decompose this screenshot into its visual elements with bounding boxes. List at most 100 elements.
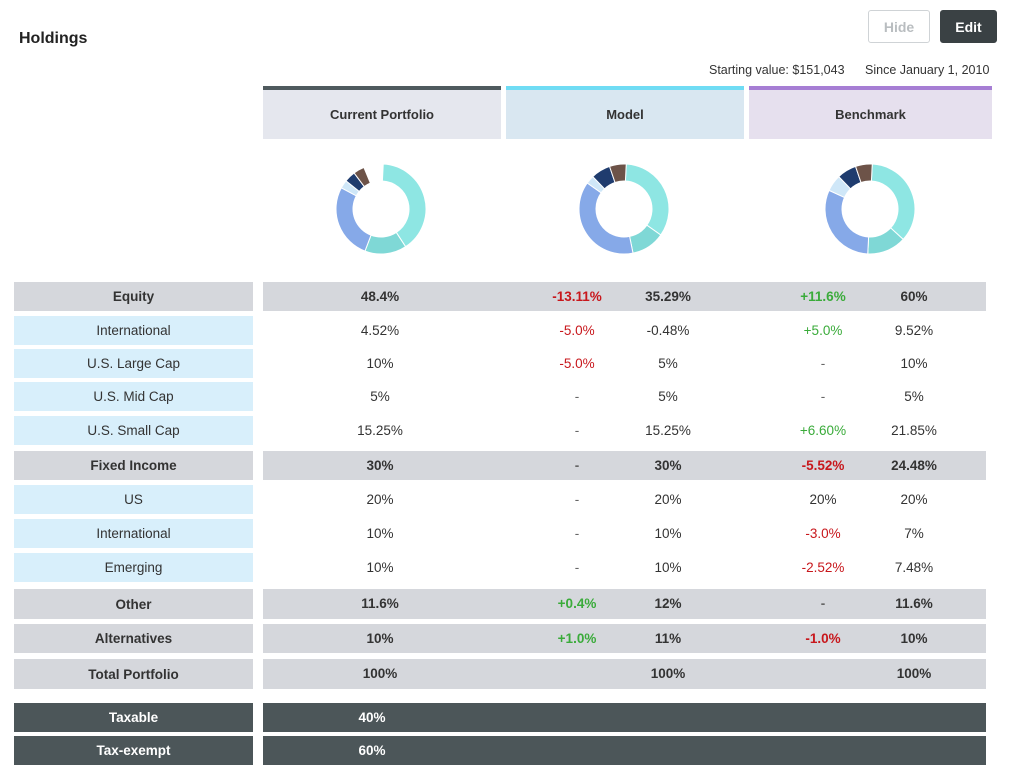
cell-model-diff: -5.0% <box>559 322 595 338</box>
table-row: Other 11.6% +0.4% 12% - 11.6% <box>0 589 1009 619</box>
cell-bench-diff: -2.52% <box>801 559 845 575</box>
cell-model: 5% <box>658 388 678 404</box>
edit-button[interactable]: Edit <box>940 10 997 43</box>
table-row: International 4.52% -5.0% -0.48% +5.0% 9.52% <box>0 316 1009 345</box>
cell-model-diff: - <box>574 388 580 404</box>
cell-model-diff: -5.0% <box>559 355 595 371</box>
donut-slice <box>870 163 916 241</box>
donut-svg <box>824 163 916 255</box>
cell-model: 20% <box>654 491 682 507</box>
row-label: International <box>14 519 253 548</box>
cell-bench: 9.52% <box>894 322 934 338</box>
cell-current: 20% <box>366 491 394 507</box>
cell-model: 15.25% <box>645 422 691 438</box>
row-band <box>263 624 986 653</box>
cell-bench-diff: +6.60% <box>799 422 847 438</box>
donut-slice <box>335 187 372 252</box>
cell-bench: 7% <box>904 525 924 541</box>
row-label: International <box>14 316 253 345</box>
row-label: Tax-exempt <box>14 736 253 765</box>
donut-slice <box>608 163 627 184</box>
cell-model: 5% <box>658 355 678 371</box>
starting-value: Starting value: $151,043 <box>709 63 845 77</box>
hide-button[interactable]: Hide <box>868 10 930 43</box>
cell-current: 10% <box>366 525 394 541</box>
table-row: International 10% - 10% -3.0% 7% <box>0 519 1009 548</box>
row-label: Other <box>14 589 253 619</box>
cell-bench-diff: 20% <box>809 491 837 507</box>
cell-current: 40% <box>358 709 386 725</box>
cell-bench-diff: - <box>820 355 826 371</box>
donut-slice <box>578 182 634 255</box>
table-row: Taxable 40% <box>0 703 1009 732</box>
cell-current: 30% <box>366 457 394 473</box>
donut-slice <box>624 163 670 236</box>
cell-model: 35.29% <box>645 288 691 304</box>
donut-slice <box>854 163 873 184</box>
cell-model-diff: - <box>574 491 580 507</box>
cell-current: 10% <box>366 630 394 646</box>
cell-bench-diff: +11.6% <box>800 288 846 304</box>
table-row: U.S. Large Cap 10% -5.0% 5% - 10% <box>0 349 1009 378</box>
cell-model-diff: +1.0% <box>557 630 597 646</box>
cell-bench-diff: - <box>820 388 826 404</box>
table-row: Tax-exempt 60% <box>0 736 1009 765</box>
cell-bench-diff: +5.0% <box>803 322 843 338</box>
cell-model: 11% <box>654 630 682 646</box>
donut-slice <box>824 189 870 255</box>
cell-bench: 100% <box>896 666 932 681</box>
row-label: Emerging <box>14 553 253 582</box>
cell-current: 60% <box>358 742 386 758</box>
page-title: Holdings <box>19 30 88 47</box>
table-row: Fixed Income 30% - 30% -5.52% 24.48% <box>0 451 1009 480</box>
row-band <box>263 282 986 311</box>
donut-svg <box>335 163 427 255</box>
table-row: Total Portfolio 100% 100% 100% <box>0 659 1009 689</box>
cell-current: 5% <box>370 388 390 404</box>
row-band <box>263 703 986 732</box>
cell-bench: 24.48% <box>891 457 937 473</box>
cell-current: 4.52% <box>360 322 400 338</box>
cell-current: 10% <box>366 559 394 575</box>
row-label: U.S. Mid Cap <box>14 382 253 411</box>
table-row: U.S. Small Cap 15.25% - 15.25% +6.60% 21.85% <box>0 416 1009 445</box>
row-label: U.S. Small Cap <box>14 416 253 445</box>
cell-bench-diff: -1.0% <box>805 630 841 646</box>
column-header-model: Model <box>506 86 744 139</box>
row-band <box>263 451 986 480</box>
cell-bench-diff: - <box>820 596 826 611</box>
table-row: US 20% - 20% 20% 20% <box>0 485 1009 514</box>
row-band <box>263 589 986 619</box>
cell-bench: 60% <box>900 288 928 304</box>
cell-model-diff: - <box>574 559 580 575</box>
cell-bench: 7.48% <box>894 559 934 575</box>
cell-model-diff: - <box>574 525 580 541</box>
cell-bench: 10% <box>900 355 928 371</box>
cell-current: 100% <box>362 666 398 681</box>
cell-model: 10% <box>654 559 682 575</box>
cell-model-diff: +0.4% <box>557 596 597 611</box>
table-row: Equity 48.4% -13.11% 35.29% +11.6% 60% <box>0 282 1009 311</box>
row-label: U.S. Large Cap <box>14 349 253 378</box>
row-label: Alternatives <box>14 624 253 653</box>
cell-model: -0.48% <box>646 322 690 338</box>
table-row: U.S. Mid Cap 5% - 5% - 5% <box>0 382 1009 411</box>
row-band <box>263 736 986 765</box>
cell-model: 12% <box>654 596 682 611</box>
column-header-current-portfolio: Current Portfolio <box>263 86 501 139</box>
cell-model: 30% <box>654 457 682 473</box>
row-label: Equity <box>14 282 253 311</box>
row-label: Taxable <box>14 703 253 732</box>
donut-chart-benchmark <box>824 163 916 255</box>
cell-bench: 11.6% <box>895 596 933 611</box>
cell-bench-diff: -3.0% <box>805 525 841 541</box>
cell-current: 10% <box>366 355 394 371</box>
cell-model-diff: - <box>574 422 580 438</box>
cell-current: 11.6% <box>361 596 399 611</box>
since-date: Since January 1, 2010 <box>865 63 990 77</box>
cell-bench: 10% <box>900 630 928 646</box>
table-row: Alternatives 10% +1.0% 11% -1.0% 10% <box>0 624 1009 653</box>
cell-bench: 5% <box>904 388 924 404</box>
cell-current: 48.4% <box>360 288 400 304</box>
cell-model: 100% <box>650 666 686 681</box>
